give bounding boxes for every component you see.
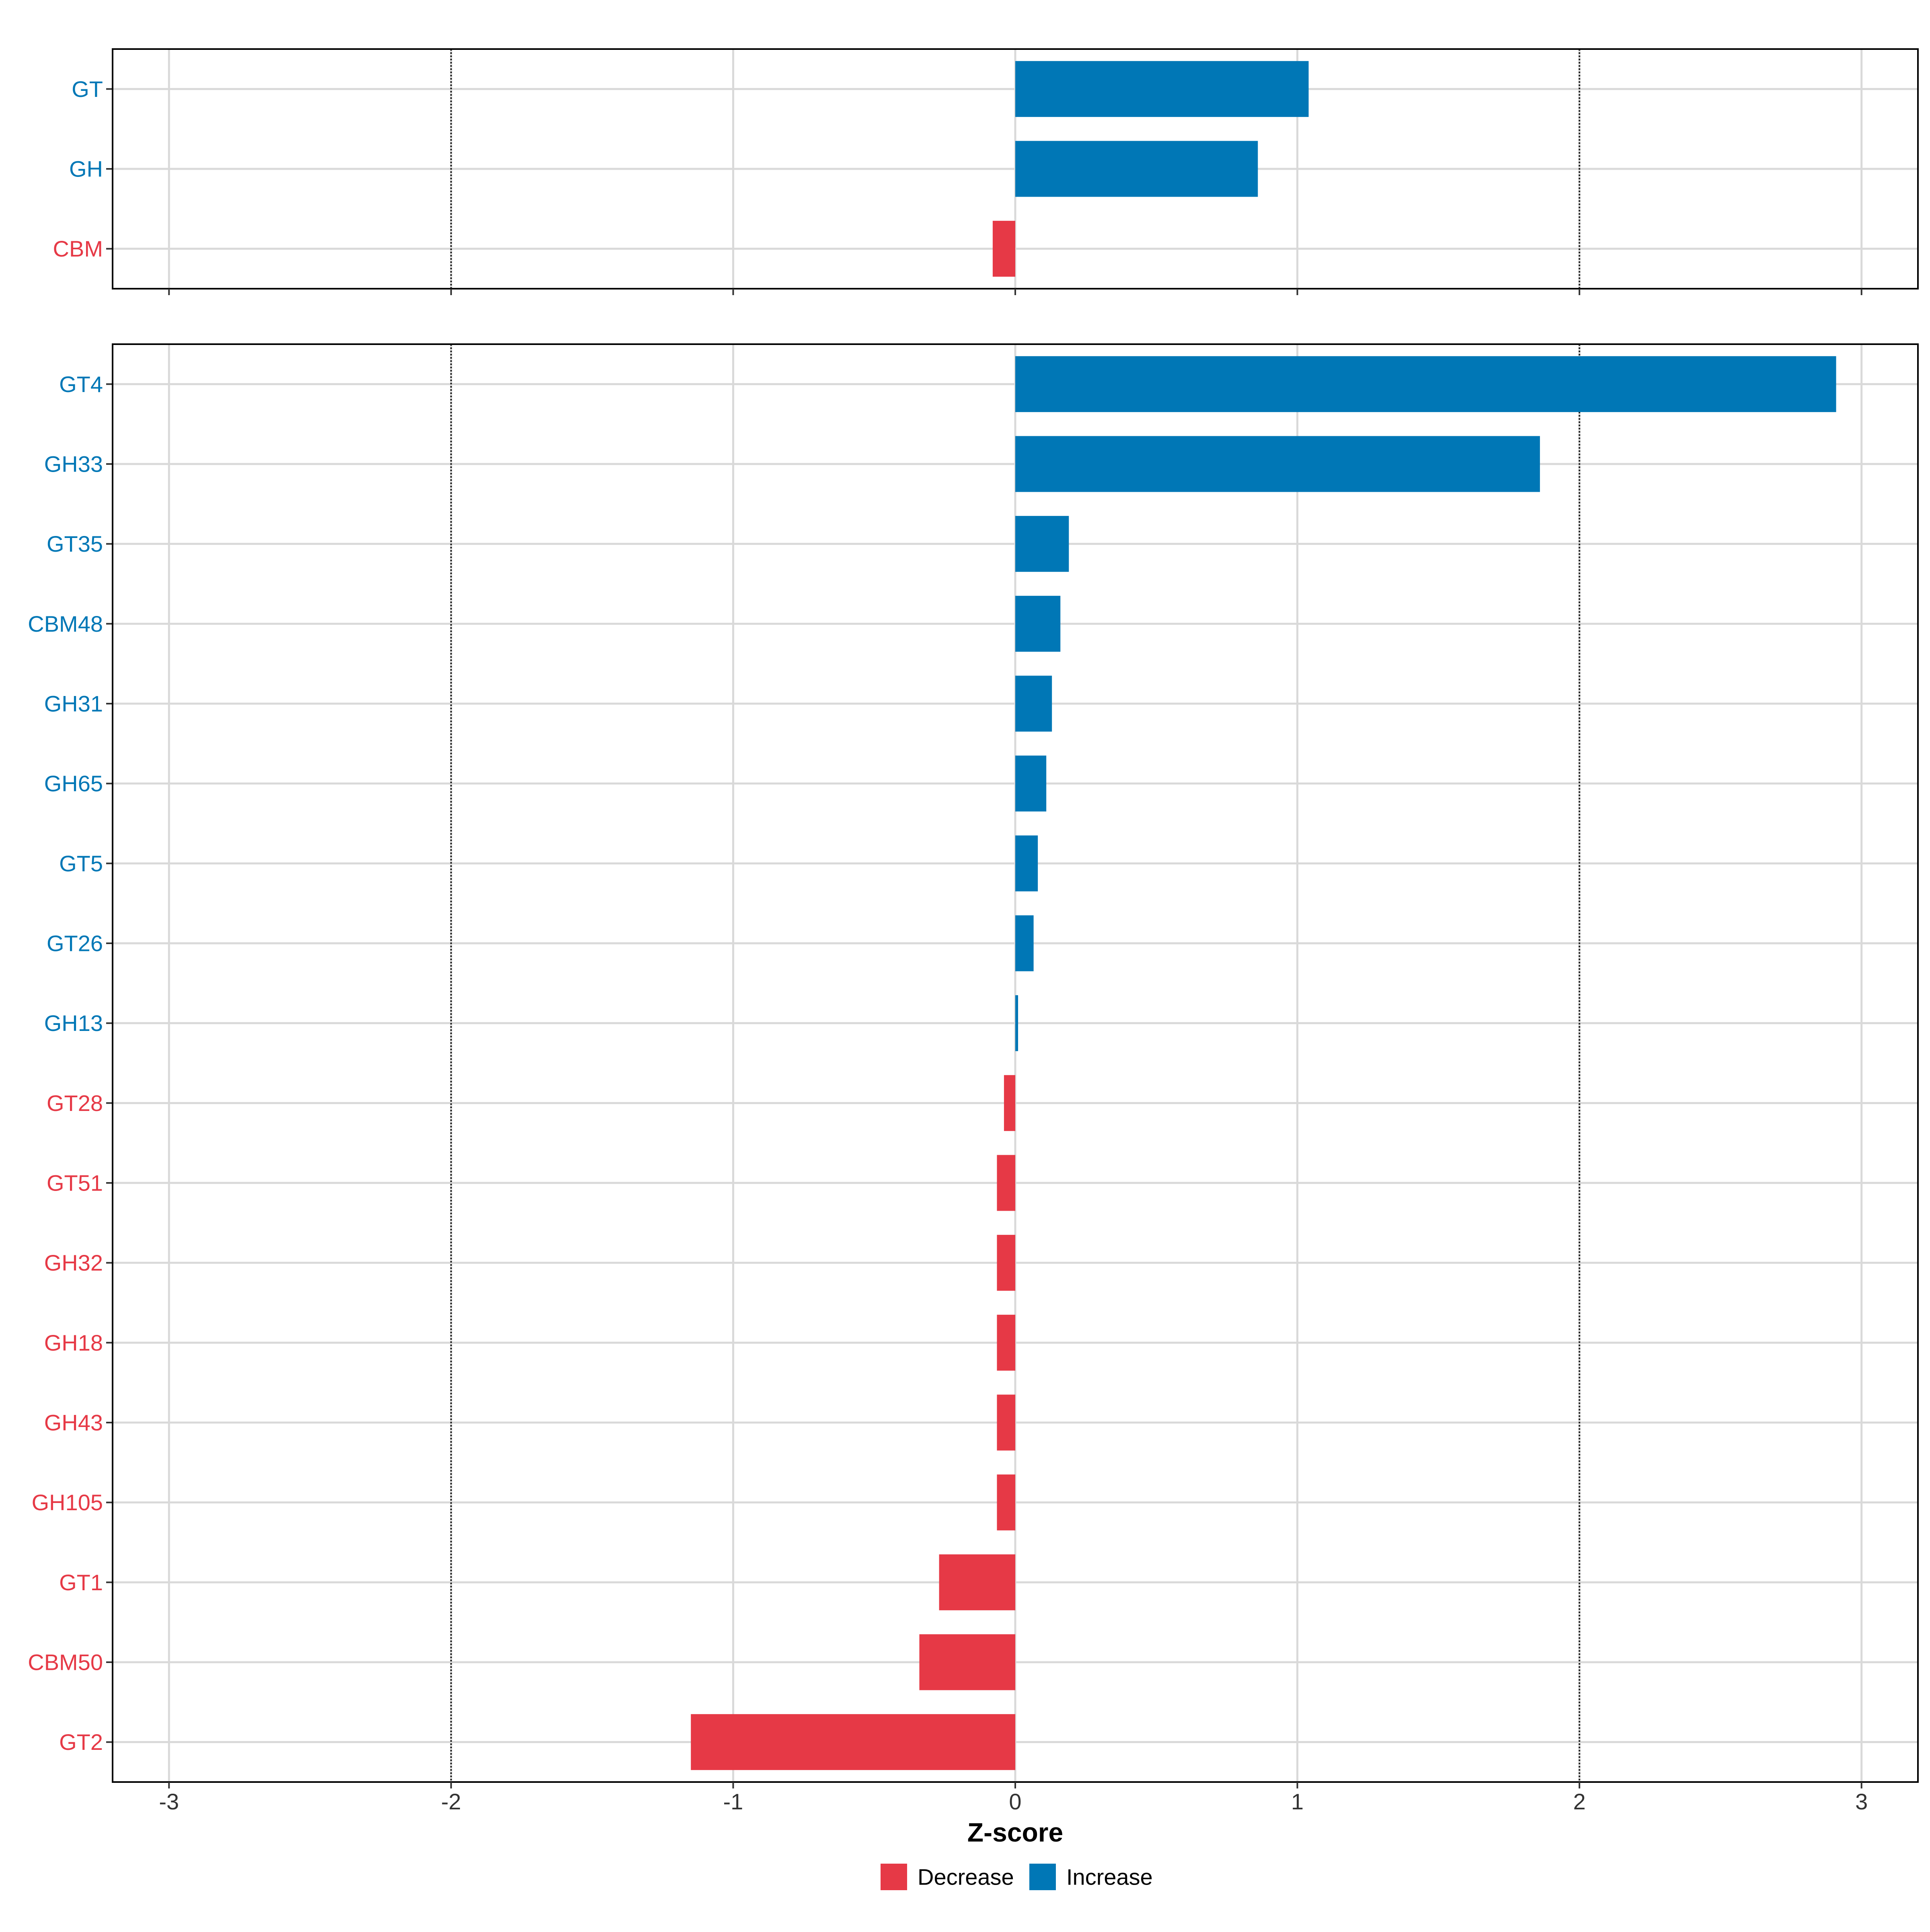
- category-label-gt26: GT26: [47, 931, 103, 956]
- bar-gt4: [1015, 356, 1836, 412]
- category-label-cbm: CBM: [53, 236, 103, 261]
- x-tick-label: 1: [1291, 1789, 1304, 1814]
- bar-gt1: [939, 1554, 1015, 1610]
- bar-gh33: [1015, 436, 1540, 492]
- bar-gh13: [1015, 995, 1018, 1051]
- panel-bottom: GT4 GH33 GT35 CBM48 GH31 GH65 GT5 GT26 GH13 GT28 G…: [28, 343, 1919, 1788]
- legend-label-decrease: Decrease: [918, 1864, 1014, 1890]
- category-label-gh18: GH18: [44, 1330, 103, 1355]
- x-tick-label: -3: [159, 1789, 179, 1814]
- legend-swatch-increase: [1029, 1864, 1056, 1890]
- bar-gh65: [1015, 756, 1047, 812]
- bar-cbm50: [919, 1634, 1015, 1690]
- bar-gh32: [997, 1235, 1015, 1291]
- x-tick-label: -2: [441, 1789, 461, 1814]
- category-label-cbm48: CBM48: [28, 611, 103, 636]
- category-label-gh31: GH31: [44, 691, 103, 717]
- bar-gt28: [1004, 1075, 1015, 1131]
- category-label-gh13: GH13: [44, 1010, 103, 1036]
- bar-gt: [1015, 61, 1309, 117]
- panel-top: GT GH CBM: [53, 48, 1919, 295]
- category-label-gh32: GH32: [44, 1250, 103, 1275]
- bar-gt2: [691, 1714, 1015, 1770]
- bar-gt35: [1015, 516, 1069, 572]
- legend-label-increase: Increase: [1066, 1864, 1153, 1890]
- bar-gh105: [997, 1474, 1015, 1531]
- category-label-gh65: GH65: [44, 771, 103, 796]
- category-label-gt28: GT28: [47, 1090, 103, 1116]
- category-label-gt4: GT4: [59, 372, 103, 397]
- x-axis-title: Z-score: [967, 1817, 1063, 1847]
- bar-gt51: [997, 1155, 1015, 1211]
- bar-gh31: [1015, 675, 1052, 732]
- x-tick-label: 0: [1009, 1789, 1021, 1814]
- x-tick-label: 2: [1573, 1789, 1586, 1814]
- category-label-gt35: GT35: [47, 531, 103, 556]
- bar-gh18: [997, 1314, 1015, 1371]
- legend: Decrease Increase: [881, 1864, 1153, 1890]
- x-tick-label: -1: [723, 1789, 743, 1814]
- category-label-gt1: GT1: [59, 1570, 103, 1595]
- category-label-gt5: GT5: [59, 851, 103, 876]
- category-label-gh43: GH43: [44, 1410, 103, 1435]
- bar-cbm: [992, 221, 1015, 277]
- x-axis: -3 -2 -1 0 1 2 3: [159, 1789, 1868, 1814]
- bar-gh43: [997, 1394, 1015, 1451]
- legend-swatch-decrease: [881, 1864, 907, 1890]
- bar-gt26: [1015, 915, 1034, 971]
- category-label-gt: GT: [72, 76, 103, 102]
- bar-cbm48: [1015, 595, 1061, 652]
- category-label-gh105: GH105: [32, 1490, 103, 1515]
- x-tick-label: 3: [1855, 1789, 1868, 1814]
- bar-gh: [1015, 141, 1258, 197]
- category-label-gh33: GH33: [44, 452, 103, 477]
- category-label-gt2: GT2: [59, 1729, 103, 1755]
- category-label-cbm50: CBM50: [28, 1650, 103, 1675]
- bar-gt5: [1015, 835, 1038, 891]
- category-label-gh: GH: [69, 156, 103, 182]
- category-label-gt51: GT51: [47, 1170, 103, 1196]
